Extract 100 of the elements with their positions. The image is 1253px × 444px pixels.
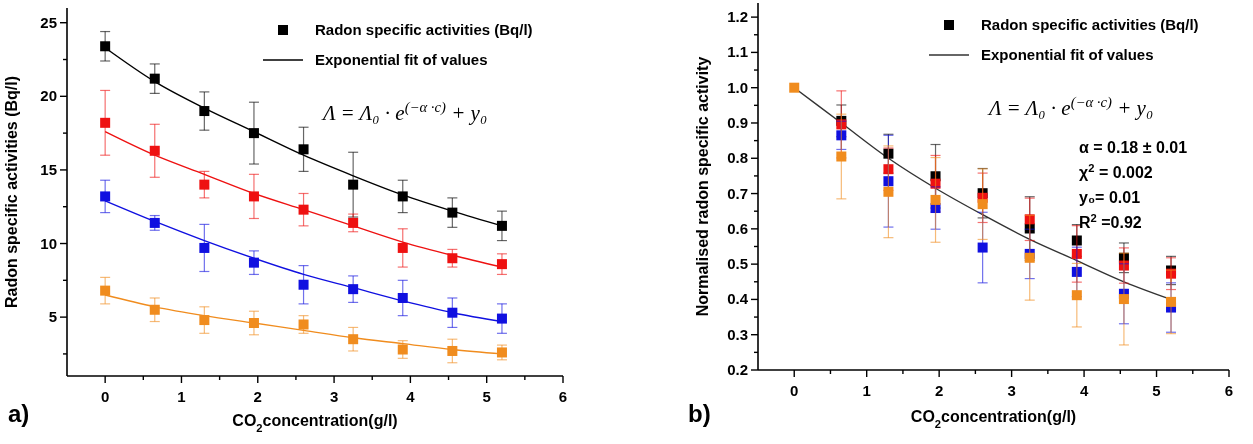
annotation: y₀= 0.01 [1079, 189, 1141, 206]
point [248, 128, 259, 139]
point [348, 334, 359, 345]
point [1071, 248, 1082, 259]
y-tick-label: 20 [40, 87, 57, 105]
point [1118, 294, 1129, 305]
point [496, 313, 507, 324]
x-tick-label: 3 [329, 388, 339, 405]
point [789, 82, 800, 93]
x-tick-label: 2 [934, 382, 944, 399]
point [496, 220, 507, 231]
point [248, 257, 259, 268]
x-tick-label: 3 [1007, 382, 1016, 399]
point [836, 119, 847, 130]
x-tick-label: 0 [790, 382, 799, 399]
annotation: R$^{2}$ =0.92 [1079, 212, 1142, 231]
y-tick-label: 5 [48, 308, 57, 326]
point [447, 345, 458, 356]
point [447, 307, 458, 318]
y-tick-label: 0.5 [727, 255, 748, 273]
point [1071, 266, 1082, 277]
point [930, 194, 941, 205]
x-tick-label: 1 [862, 382, 871, 399]
point [149, 73, 160, 84]
point [199, 242, 210, 253]
x-tick-label: 1 [177, 388, 186, 405]
point [248, 318, 259, 329]
y-tick-label: 0.2 [727, 361, 748, 378]
point [883, 148, 894, 159]
point [397, 344, 408, 355]
x-tick-label: 5 [482, 388, 491, 405]
y-tick-label: 0.7 [727, 184, 748, 202]
point [397, 292, 408, 303]
point [100, 117, 111, 128]
point [836, 151, 847, 162]
point [348, 217, 359, 228]
y-tick-label: 0.9 [727, 113, 748, 131]
legend-label: Exponential fit of values [315, 51, 488, 68]
point [1071, 235, 1082, 246]
y-tick-label: 15 [40, 160, 57, 178]
point [199, 106, 210, 117]
x-axis-title: CO$_{2}$concentration(g/l) [232, 412, 398, 434]
point [1118, 260, 1129, 271]
point [883, 164, 894, 175]
annotation: α = 0.18 ± 0.01 [1079, 139, 1188, 156]
y-tick-label: 1.1 [727, 43, 748, 61]
legend-label: Radon specific activities (Bq/l) [981, 16, 1199, 33]
y-tick-label: 1.0 [727, 78, 748, 96]
x-tick-label: 0 [100, 388, 110, 405]
point [496, 259, 507, 270]
annotation: Λ = Λ₀ · e$^{(−α ·c)}$ + y₀ [987, 94, 1154, 120]
annotation: Λ = Λ₀ · e$^{(−α ·c)}$ + y₀ [321, 99, 488, 125]
point [199, 179, 210, 190]
point [1071, 290, 1082, 301]
point [1024, 223, 1035, 234]
point [149, 145, 160, 156]
point [348, 284, 359, 295]
point [447, 207, 458, 218]
legend-label: Exponential fit of values [981, 46, 1154, 63]
point [883, 176, 894, 187]
x-tick-label: 6 [558, 388, 568, 405]
y-axis-title: Radon specific activities (Bq/l) [3, 75, 20, 309]
point [100, 191, 111, 202]
point [447, 253, 458, 264]
annotation: χ$^{2}$ = 0.002 [1079, 162, 1153, 181]
x-tick-label: 5 [1152, 382, 1161, 399]
y-axis-title: Normalised radon specific activity [694, 56, 711, 317]
point [977, 199, 988, 210]
point [100, 285, 111, 296]
x-axis-title: CO$_{2}$concentration(g/l) [910, 408, 1077, 430]
text: b) [688, 400, 711, 427]
text: a) [8, 400, 30, 427]
point [298, 204, 309, 215]
point [977, 242, 988, 253]
y-tick-label: 0.6 [727, 219, 748, 237]
y-tick-label: 0.8 [727, 149, 748, 167]
x-tick-label: 2 [253, 388, 262, 405]
point [199, 315, 210, 326]
point [397, 242, 408, 253]
legend-label: Radon specific activities (Bq/l) [315, 21, 533, 38]
y-tick-label: 0.4 [727, 290, 749, 308]
point [348, 179, 359, 190]
point [1024, 252, 1035, 263]
point [883, 186, 894, 197]
y-tick-label: 0.3 [727, 325, 748, 343]
point [1166, 296, 1177, 307]
y-tick-label: 10 [40, 234, 57, 252]
point [298, 319, 309, 330]
x-tick-label: 6 [1224, 382, 1234, 399]
point [298, 279, 309, 290]
y-tick-label: 1.2 [727, 8, 748, 26]
point [1024, 214, 1035, 225]
x-tick-label: 4 [1079, 382, 1089, 399]
point [100, 41, 111, 52]
point [397, 191, 408, 202]
point [149, 304, 160, 315]
point [836, 130, 847, 141]
point [930, 178, 941, 189]
y-tick-label: 25 [40, 13, 57, 31]
point [248, 191, 259, 202]
